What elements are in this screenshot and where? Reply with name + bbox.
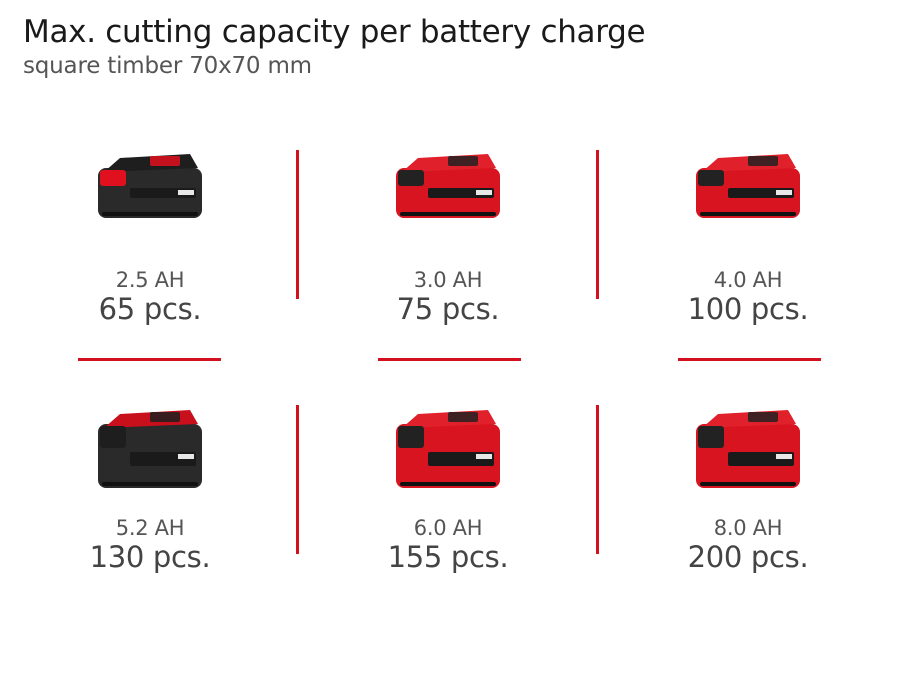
battery-capacity: 8.0 AH xyxy=(713,516,783,540)
battery-capacity: 5.2 AH xyxy=(115,516,185,540)
battery-item: 6.0 AH 155 pcs. xyxy=(298,402,598,574)
battery-pack-large-red-icon xyxy=(696,410,800,488)
battery-pack-large-black-icon xyxy=(98,410,202,488)
battery-pack-red-icon xyxy=(396,154,500,218)
cutting-pieces: 75 pcs. xyxy=(396,292,500,326)
cutting-pieces: 155 pcs. xyxy=(387,540,509,574)
cutting-pieces: 200 pcs. xyxy=(687,540,809,574)
battery-capacity: 3.0 AH xyxy=(413,268,483,292)
battery-item: 5.2 AH 130 pcs. xyxy=(0,402,300,574)
battery-capacity: 2.5 AH xyxy=(115,268,185,292)
battery-pack-red-icon xyxy=(696,154,800,218)
battery-pack-large-red-icon xyxy=(396,410,500,488)
page-title: Max. cutting capacity per battery charge xyxy=(23,14,646,50)
battery-item: 8.0 AH 200 pcs. xyxy=(598,402,898,574)
cutting-pieces: 100 pcs. xyxy=(687,292,809,326)
divider-vertical xyxy=(596,405,599,554)
page-subtitle: square timber 70x70 mm xyxy=(23,53,312,79)
divider-horizontal xyxy=(678,358,821,361)
cutting-pieces: 130 pcs. xyxy=(89,540,211,574)
divider-horizontal xyxy=(378,358,521,361)
battery-item: 3.0 AH 75 pcs. xyxy=(298,148,598,326)
battery-pack-black-icon xyxy=(98,154,202,218)
battery-capacity: 6.0 AH xyxy=(413,516,483,540)
battery-item: 2.5 AH 65 pcs. xyxy=(0,148,300,326)
cutting-pieces: 65 pcs. xyxy=(98,292,202,326)
divider-vertical xyxy=(596,150,599,299)
battery-capacity: 4.0 AH xyxy=(713,268,783,292)
battery-item: 4.0 AH 100 pcs. xyxy=(598,148,898,326)
divider-horizontal xyxy=(78,358,221,361)
divider-vertical xyxy=(296,405,299,554)
divider-vertical xyxy=(296,150,299,299)
